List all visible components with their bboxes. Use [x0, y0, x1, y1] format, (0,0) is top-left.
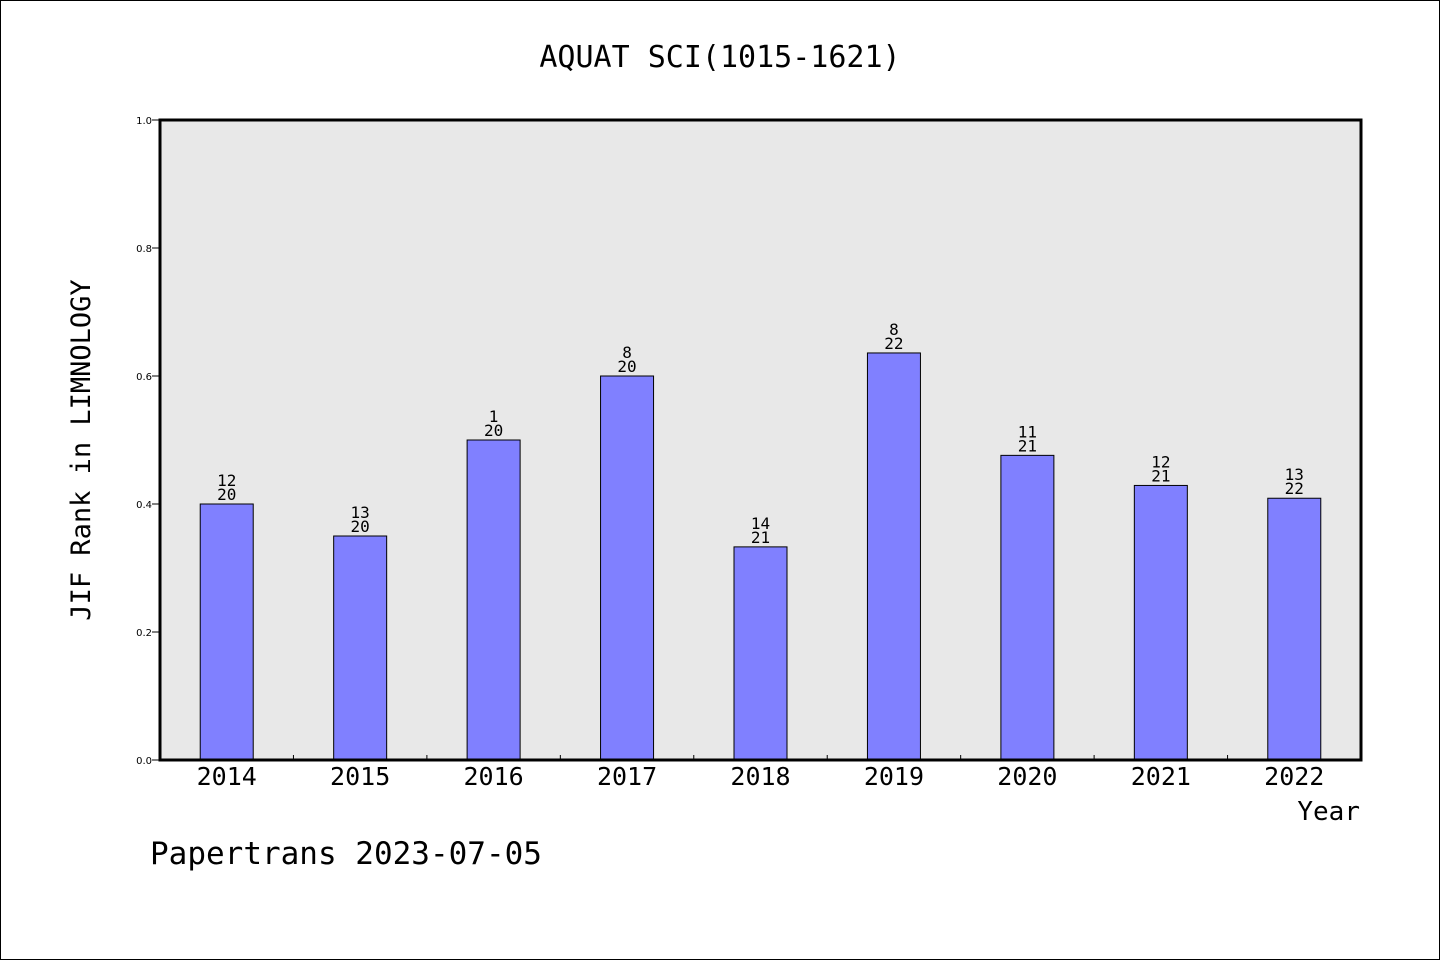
y-tick-label: 0.4 — [136, 500, 152, 511]
total-label: 20 — [484, 421, 503, 440]
x-tick-label: 2022 — [1264, 762, 1324, 791]
x-tick-label: 2015 — [330, 762, 390, 791]
rank-label: 12 — [1151, 452, 1170, 471]
x-tick-label: 2018 — [730, 762, 790, 791]
y-tick-label: 0.6 — [136, 372, 152, 383]
credit-text: Papertrans 2023-07-05 — [150, 836, 542, 872]
plot-border — [158, 118, 1363, 762]
x-tick-label: 2016 — [464, 762, 524, 791]
total-label: 22 — [884, 334, 903, 353]
x-tick-label: 2021 — [1131, 762, 1191, 791]
y-tick-label: 0.8 — [136, 244, 152, 255]
bar-2018 — [733, 546, 788, 761]
bar-2020 — [1000, 454, 1055, 761]
y-axis-ticks: 0.0 0.2 0.4 0.6 0.8 1.0 — [136, 116, 160, 767]
bar-2021 — [1133, 484, 1188, 761]
x-tick-label: 2020 — [997, 762, 1057, 791]
total-label: 20 — [217, 485, 236, 504]
rank-label: 13 — [1285, 465, 1304, 484]
rank-label: 1 — [489, 407, 499, 426]
bar-2015 — [333, 535, 388, 761]
total-label: 21 — [1018, 436, 1037, 455]
bar-2022 — [1267, 497, 1322, 761]
bar-2014 — [199, 503, 254, 761]
y-tick-label: 0.2 — [136, 628, 152, 639]
bar-2017 — [600, 375, 655, 761]
y-tick-label: 0.0 — [136, 756, 152, 767]
x-tick-label: 2019 — [864, 762, 924, 791]
bars — [199, 352, 1322, 761]
rank-label: 8 — [889, 320, 899, 339]
rank-label: 8 — [622, 343, 632, 362]
total-label: 22 — [1285, 479, 1304, 498]
x-tick-label: 2014 — [197, 762, 257, 791]
bar-2016 — [466, 439, 521, 761]
y-axis-label: JIF Rank in LIMNOLOGY — [66, 279, 97, 620]
x-tick-labels: 2014 2015 2016 2017 2018 2019 2020 2021 2022 — [197, 762, 1325, 791]
total-label: 21 — [1151, 466, 1170, 485]
bar-2019 — [866, 352, 921, 761]
rank-label: 12 — [217, 471, 236, 490]
rank-label: 14 — [751, 514, 770, 533]
total-label: 20 — [351, 517, 370, 536]
chart-title: AQUAT SCI(1015-1621) — [539, 40, 900, 75]
total-label: 20 — [617, 357, 636, 376]
x-axis-label: Year — [1297, 797, 1360, 827]
rank-label: 11 — [1018, 422, 1037, 441]
total-label: 21 — [751, 528, 770, 547]
y-tick-label: 1.0 — [136, 116, 152, 127]
rank-label: 13 — [351, 503, 370, 522]
x-tick-label: 2017 — [597, 762, 657, 791]
